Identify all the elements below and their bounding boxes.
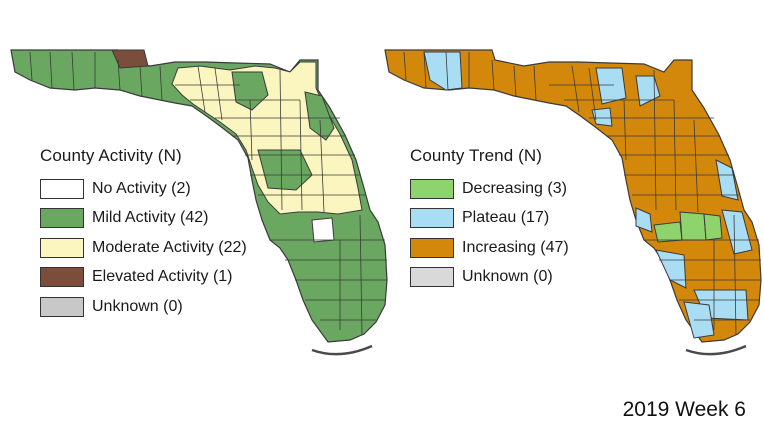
legend-label: Decreasing (3) — [462, 179, 567, 197]
keys — [311, 344, 373, 356]
decreasing-counties — [653, 211, 723, 243]
legend-item-unknown: Unknown (0) — [40, 292, 247, 322]
legend-item-plateau: Plateau (17) — [410, 204, 569, 234]
legend-item-elevated: Elevated Activity (1) — [40, 263, 247, 293]
legend-swatch — [410, 178, 454, 199]
legend-item-increasing: Increasing (47) — [410, 233, 569, 263]
week-label: 2019 Week 6 — [622, 398, 746, 421]
legend-label: Unknown (0) — [462, 268, 553, 286]
legend-label: Elevated Activity (1) — [92, 268, 233, 286]
legend-item-decreasing: Decreasing (3) — [410, 174, 569, 204]
legend-swatch — [40, 296, 84, 317]
legend-label: Moderate Activity (22) — [92, 238, 247, 256]
legend-item-moderate: Moderate Activity (22) — [40, 233, 247, 263]
county-lines — [29, 51, 387, 336]
legend-swatch — [410, 208, 454, 229]
mild-patch-central — [257, 149, 313, 191]
trend-legend: County Trend (N) Decreasing (3) Plateau … — [410, 146, 569, 292]
legend-swatch — [40, 237, 84, 258]
legend-label: Mild Activity (42) — [92, 209, 209, 227]
county-lines — [403, 51, 761, 336]
mild-patch-east — [304, 91, 335, 141]
no-activity-county — [311, 217, 335, 243]
legend-swatch — [40, 178, 84, 199]
legend-swatch — [40, 208, 84, 229]
legend-item-unknown: Unknown (0) — [410, 263, 569, 293]
legend-item-mild: Mild Activity (42) — [40, 204, 247, 234]
plateau-counties — [423, 51, 753, 339]
elevated-county — [111, 49, 149, 69]
legend-label: Increasing (47) — [462, 238, 569, 256]
legend-swatch — [410, 237, 454, 258]
legend-label: No Activity (2) — [92, 179, 191, 197]
legend-item-no-activity: No Activity (2) — [40, 174, 247, 204]
legend-swatch — [40, 267, 84, 288]
trend-legend-title: County Trend (N) — [410, 146, 542, 165]
legend-label: Plateau (17) — [462, 209, 550, 227]
activity-map — [10, 49, 388, 356]
activity-legend: County Activity (N) No Activity (2) Mild… — [40, 146, 247, 322]
trend-map — [384, 49, 762, 356]
activity-legend-title: County Activity (N) — [40, 146, 182, 165]
mild-patch-north — [231, 71, 269, 111]
legend-swatch — [410, 267, 454, 288]
keys — [685, 344, 747, 356]
legend-label: Unknown (0) — [92, 297, 183, 315]
